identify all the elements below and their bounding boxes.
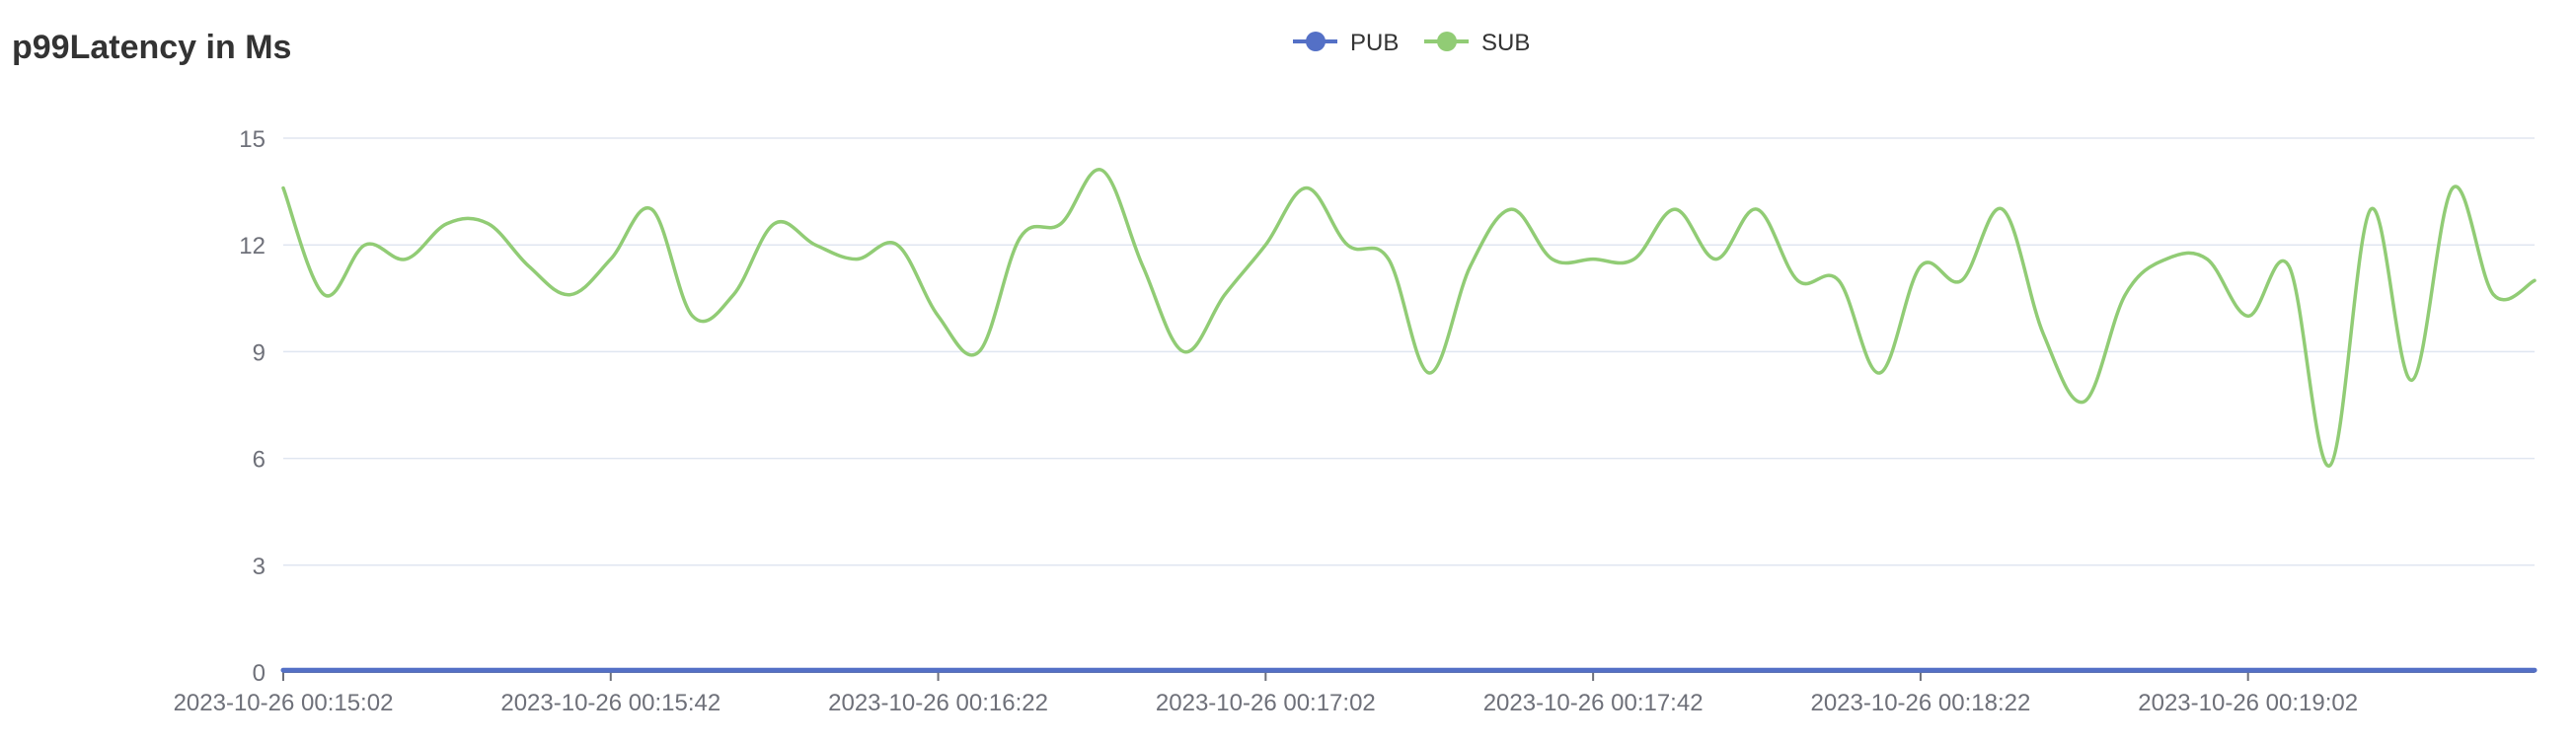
x-tick-label: 2023-10-26 00:15:42	[500, 690, 720, 716]
y-tick-label: 9	[253, 339, 265, 366]
legend-sub-marker	[1437, 32, 1457, 51]
chart-title: p99Latency in Ms	[12, 29, 291, 66]
series-line-sub[interactable]	[281, 168, 2537, 468]
x-tick-label: 2023-10-26 00:19:02	[2138, 690, 2358, 716]
x-tick-label: 2023-10-26 00:18:22	[1810, 690, 2030, 716]
legend[interactable]: PUB SUB	[1293, 30, 1530, 56]
legend-item-pub[interactable]: PUB	[1293, 30, 1399, 56]
y-tick-label: 12	[239, 233, 265, 260]
legend-pub-label: PUB	[1350, 30, 1399, 56]
y-tick-label: 0	[253, 660, 265, 687]
x-tick-label: 2023-10-26 00:15:02	[174, 690, 394, 716]
legend-item-sub[interactable]: SUB	[1424, 30, 1530, 56]
y-tick-label: 6	[253, 447, 265, 474]
grid-lines	[283, 137, 2535, 566]
y-tick-label: 15	[239, 126, 265, 153]
y-tick-label: 3	[253, 554, 265, 580]
x-tick-label: 2023-10-26 00:17:42	[1483, 690, 1704, 716]
x-axis: 2023-10-26 00:15:02 2023-10-26 00:15:42 20…	[174, 671, 2535, 716]
series-layer	[280, 168, 2538, 673]
x-tick-label: 2023-10-26 00:17:02	[1156, 690, 1376, 716]
y-axis: 0 3 6 9 12 15	[239, 126, 265, 687]
legend-sub-label: SUB	[1481, 30, 1530, 56]
x-tick-label: 2023-10-26 00:16:22	[828, 690, 1048, 716]
legend-pub-marker	[1306, 32, 1326, 51]
